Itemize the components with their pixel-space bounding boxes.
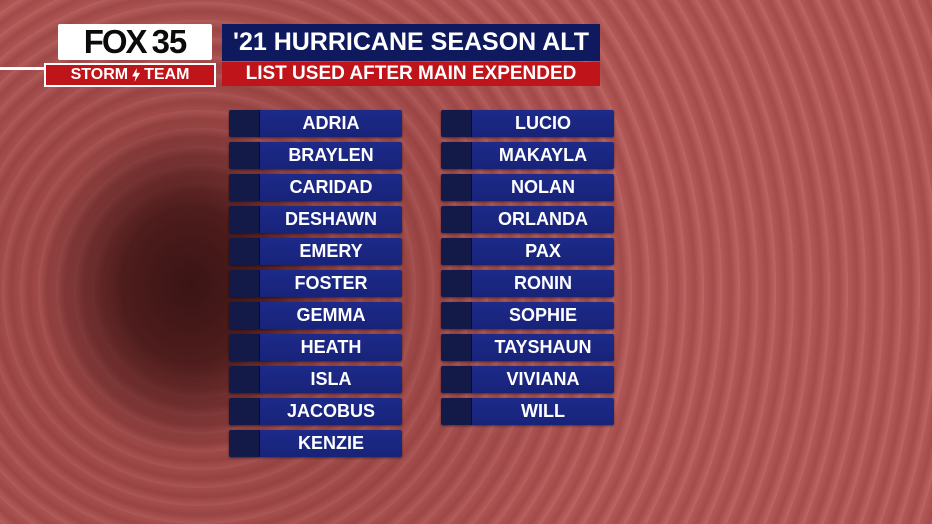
row-stub (441, 238, 472, 265)
storm-name: SOPHIE (472, 302, 614, 329)
storm-name: VIVIANA (472, 366, 614, 393)
name-row: CARIDAD (229, 174, 402, 201)
row-stub (229, 366, 260, 393)
storm-name: CARIDAD (260, 174, 402, 201)
storm-name: RONIN (472, 270, 614, 297)
team-text: TEAM (144, 66, 190, 83)
name-row: WILL (441, 398, 614, 425)
storm-name: HEATH (260, 334, 402, 361)
row-stub (229, 206, 260, 233)
logo-text: FOX (83, 23, 148, 60)
name-row: TAYSHAUN (441, 334, 614, 361)
subtitle: LIST USED AFTER MAIN EXPENDED (222, 62, 600, 86)
name-row: ISLA (229, 366, 402, 393)
row-stub (229, 430, 260, 457)
row-stub (441, 206, 472, 233)
name-row: PAX (441, 238, 614, 265)
row-stub (229, 142, 260, 169)
name-row: MAKAYLA (441, 142, 614, 169)
storm-name: BRAYLEN (260, 142, 402, 169)
storm-text: STORM (70, 66, 129, 83)
title: '21 HURRICANE SEASON ALT (222, 24, 600, 61)
storm-name: GEMMA (260, 302, 402, 329)
logo: FOX 35 (58, 23, 212, 60)
row-stub (441, 334, 472, 361)
storm-name: ISLA (260, 366, 402, 393)
row-stub (441, 270, 472, 297)
row-stub (229, 238, 260, 265)
storm-name: WILL (472, 398, 614, 425)
name-row: SOPHIE (441, 302, 614, 329)
row-stub (229, 302, 260, 329)
storm-name: ORLANDA (472, 206, 614, 233)
row-stub (229, 110, 260, 137)
storm-name: KENZIE (260, 430, 402, 457)
name-row: EMERY (229, 238, 402, 265)
storm-name: NOLAN (472, 174, 614, 201)
storm-name: LUCIO (472, 110, 614, 137)
name-row: BRAYLEN (229, 142, 402, 169)
name-row: ADRIA (229, 110, 402, 137)
storm-team: STORM TEAM (44, 63, 216, 87)
bolt-icon (132, 68, 141, 82)
storm-name: TAYSHAUN (472, 334, 614, 361)
name-row: NOLAN (441, 174, 614, 201)
row-stub (441, 398, 472, 425)
row-stub (441, 174, 472, 201)
name-row: HEATH (229, 334, 402, 361)
storm-name: JACOBUS (260, 398, 402, 425)
accent-line (0, 67, 44, 70)
name-row: GEMMA (229, 302, 402, 329)
storm-name: DESHAWN (260, 206, 402, 233)
storm-name: FOSTER (260, 270, 402, 297)
name-row: JACOBUS (229, 398, 402, 425)
row-stub (229, 398, 260, 425)
row-stub (441, 142, 472, 169)
storm-name: MAKAYLA (472, 142, 614, 169)
storm-name: ADRIA (260, 110, 402, 137)
row-stub (229, 174, 260, 201)
storm-name: EMERY (260, 238, 402, 265)
row-stub (441, 110, 472, 137)
row-stub (441, 302, 472, 329)
logo-number: 35 (151, 23, 188, 60)
name-row: DESHAWN (229, 206, 402, 233)
name-row: VIVIANA (441, 366, 614, 393)
name-row: LUCIO (441, 110, 614, 137)
name-row: RONIN (441, 270, 614, 297)
row-stub (441, 366, 472, 393)
row-stub (229, 270, 260, 297)
storm-name: PAX (472, 238, 614, 265)
name-row: KENZIE (229, 430, 402, 457)
name-row: ORLANDA (441, 206, 614, 233)
name-row: FOSTER (229, 270, 402, 297)
row-stub (229, 334, 260, 361)
